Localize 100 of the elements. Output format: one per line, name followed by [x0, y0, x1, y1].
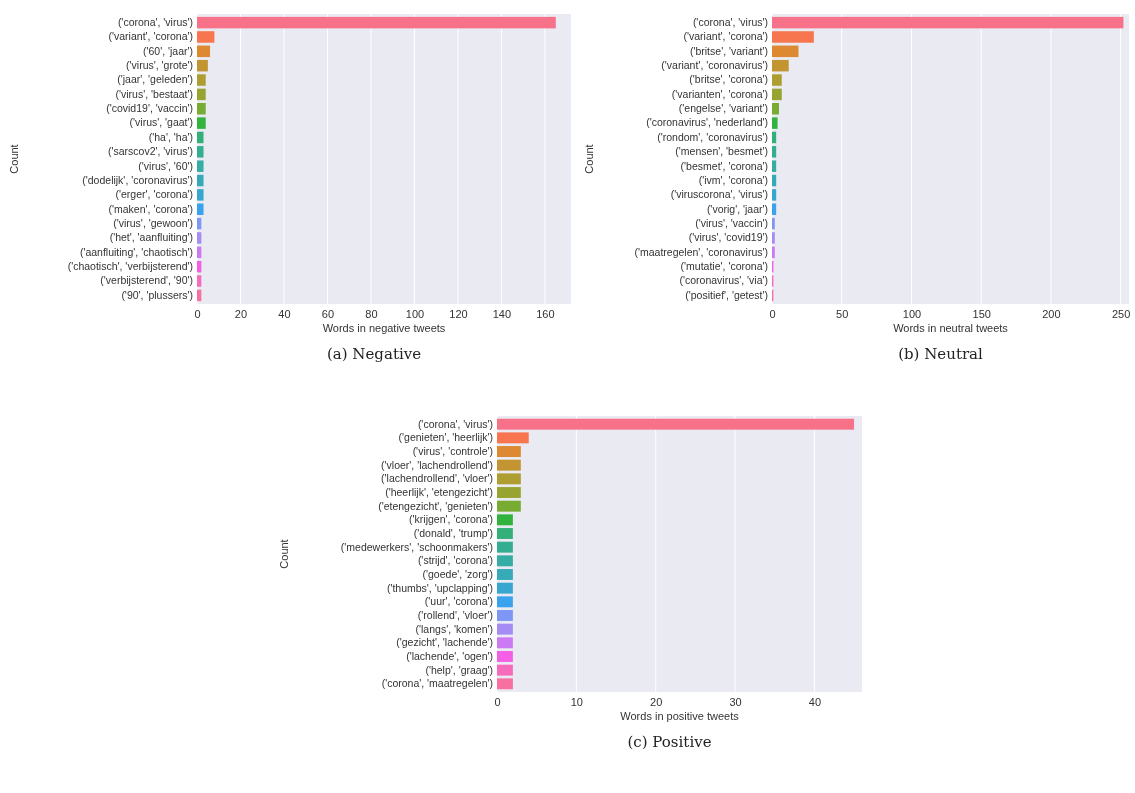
- x-tick-label: 40: [278, 307, 291, 320]
- bar: [197, 74, 206, 86]
- y-tick-label: ('vorig', 'jaar'): [706, 202, 768, 215]
- x-axis-title: Words in positive tweets: [620, 710, 740, 722]
- bar: [772, 174, 777, 187]
- y-tick-label: ('dodelijk', 'coronavirus'): [82, 173, 193, 186]
- bar: [197, 59, 208, 72]
- bar: [772, 146, 777, 158]
- x-tick-label: 160: [536, 307, 555, 320]
- y-tick-label: ('gezicht', 'lachende'): [396, 636, 493, 649]
- bar: [497, 528, 513, 539]
- x-tick-label: 0: [194, 307, 201, 320]
- y-tick-label: ('corona', 'virus'): [117, 15, 193, 28]
- bar: [197, 146, 204, 158]
- y-tick-label: ('genieten', 'heerlijk'): [398, 431, 493, 444]
- y-tick-label: ('etengezicht', 'genieten'): [378, 499, 493, 512]
- bar: [497, 569, 513, 580]
- bar: [497, 637, 513, 649]
- bar: [772, 45, 799, 58]
- bar: [772, 59, 789, 72]
- y-tick-label: ('engelse', 'variant'): [678, 102, 768, 115]
- bar: [497, 610, 513, 621]
- y-tick-label: ('chaotisch', 'verbijsterend'): [67, 260, 193, 273]
- y-tick-label: ('virus', 'covid19'): [688, 231, 768, 244]
- text: (b) Neutral: [898, 345, 984, 363]
- bar: [497, 664, 513, 676]
- bar: [772, 246, 775, 259]
- y-tick-label: ('mensen', 'besmet'): [675, 145, 768, 158]
- y-tick-label: ('het', 'aanfluiting'): [109, 231, 193, 244]
- y-tick-label: ('uur', 'corona'): [424, 595, 493, 608]
- y-tick-label: ('60', 'jaar'): [142, 44, 193, 57]
- bar: [497, 514, 513, 526]
- bar: [497, 678, 513, 690]
- bar: [497, 651, 513, 662]
- x-tick-label: 10: [570, 695, 583, 708]
- bar: [772, 131, 777, 144]
- y-tick-label: ('covid19', 'vaccin'): [106, 102, 193, 115]
- y-tick-label: ('erger', 'corona'): [115, 188, 193, 201]
- bar: [197, 16, 556, 29]
- y-tick-label: ('donald', 'trump'): [413, 526, 493, 539]
- y-tick-label: ('heerlijk', 'etengezicht'): [385, 485, 493, 498]
- bar: [772, 232, 775, 244]
- bar: [772, 160, 777, 172]
- text: (a) Negative: [326, 345, 422, 363]
- y-tick-label: ('rondom', 'coronavirus'): [657, 130, 768, 143]
- y-tick-label: ('virus', 'bestaat'): [115, 87, 193, 100]
- bar: [772, 117, 778, 129]
- bar: [197, 160, 204, 172]
- y-tick-label: ('variant', 'coronavirus'): [661, 59, 768, 72]
- bar: [197, 117, 206, 129]
- y-tick-label: ('corona', 'maatregelen'): [381, 677, 493, 690]
- bar: [497, 582, 513, 594]
- x-tick-label: 60: [321, 307, 335, 320]
- y-tick-label: ('vloer', 'lachendrollend'): [381, 458, 493, 471]
- bar: [772, 16, 1124, 29]
- bar: [772, 88, 782, 101]
- bar: [497, 487, 521, 498]
- bar: [497, 473, 521, 485]
- y-tick-label: ('positief', 'getest'): [685, 288, 768, 301]
- y-tick-label: ('viruscorona', 'virus'): [670, 188, 768, 201]
- bar: [197, 275, 202, 287]
- y-tick-label: ('virus', 'controle'): [412, 444, 493, 457]
- y-tick-label: ('thumbs', 'upclapping'): [386, 581, 493, 594]
- y-tick-label: ('virus', '60'): [138, 159, 193, 172]
- y-tick-label: ('help', 'graag'): [425, 663, 493, 676]
- x-tick-label: 0: [494, 695, 501, 708]
- y-tick-label: ('ha', 'ha'): [148, 130, 193, 143]
- x-tick-label: 0: [769, 307, 776, 320]
- y-tick-label: ('coronavirus', 'via'): [679, 274, 768, 287]
- bar: [497, 623, 513, 635]
- bar: [197, 131, 204, 144]
- x-tick-label: 120: [449, 307, 468, 320]
- bar: [197, 174, 204, 187]
- y-tick-label: ('virus', 'gewoon'): [113, 216, 193, 229]
- x-tick-label: 100: [405, 307, 425, 320]
- y-tick-label: ('lachendrollend', 'vloer'): [381, 472, 493, 485]
- x-axis-title: Words in neutral tweets: [893, 322, 1009, 334]
- x-tick-label: 50: [836, 307, 849, 320]
- bar: [772, 31, 814, 43]
- x-tick-label: 150: [972, 307, 991, 320]
- y-axis-title: Count: [583, 144, 595, 174]
- bar: [197, 232, 202, 244]
- bar: [772, 203, 777, 215]
- x-tick-label: 40: [808, 695, 822, 708]
- x-tick-label: 200: [1042, 307, 1061, 320]
- y-tick-label: ('besmet', 'corona'): [680, 159, 768, 172]
- x-tick-label: 20: [234, 307, 248, 320]
- y-tick-label: ('aanfluiting', 'chaotisch'): [79, 245, 193, 258]
- y-tick-label: ('virus', 'grote'): [126, 59, 193, 72]
- bar: [772, 74, 782, 86]
- bar: [197, 88, 206, 101]
- y-axis-title: Count: [278, 539, 290, 569]
- bar: [497, 500, 521, 512]
- y-tick-label: ('virus', 'vaccin'): [695, 216, 768, 229]
- y-axis-title: Count: [8, 144, 20, 174]
- bar: [197, 203, 204, 215]
- y-tick-label: ('virus', 'gaat'): [129, 116, 193, 129]
- x-axis-title: Words in negative tweets: [322, 322, 446, 334]
- x-tick-label: 30: [729, 695, 742, 708]
- y-tick-label: ('medewerkers', 'schoonmakers'): [340, 540, 493, 553]
